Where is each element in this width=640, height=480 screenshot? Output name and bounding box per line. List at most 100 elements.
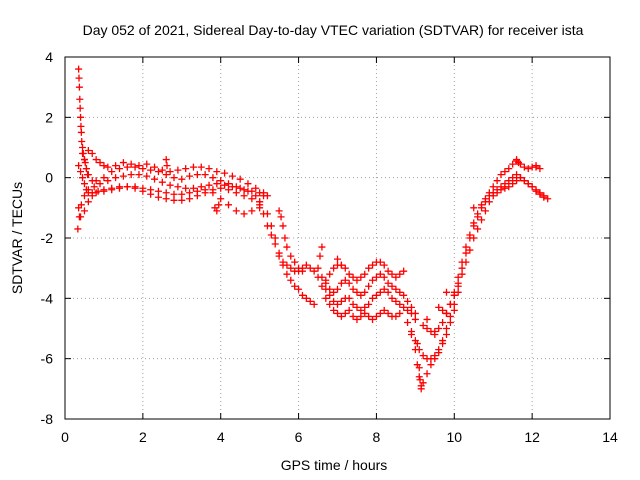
data-point xyxy=(189,184,197,192)
data-point xyxy=(439,337,447,345)
data-point xyxy=(345,294,353,302)
data-point xyxy=(407,309,415,317)
data-point xyxy=(283,270,291,278)
data-point xyxy=(221,181,229,189)
data-point xyxy=(372,273,380,281)
data-point xyxy=(349,300,357,308)
data-point xyxy=(244,180,252,188)
x-tick-label: 6 xyxy=(295,429,303,445)
data-point xyxy=(334,309,341,317)
data-point xyxy=(376,288,384,296)
data-point xyxy=(217,177,225,185)
data-point xyxy=(189,163,197,171)
data-point xyxy=(415,373,423,381)
data-point xyxy=(100,187,108,195)
data-point xyxy=(513,177,521,185)
data-point xyxy=(413,340,421,348)
data-point xyxy=(100,162,108,170)
x-axis-label: GPS time / hours xyxy=(281,457,388,473)
data-point xyxy=(279,261,287,269)
data-point xyxy=(505,183,513,191)
data-point xyxy=(127,171,135,179)
data-point xyxy=(365,264,373,272)
data-point xyxy=(528,183,536,191)
data-point xyxy=(240,210,248,218)
data-point xyxy=(345,270,353,278)
data-point xyxy=(524,180,532,188)
data-point xyxy=(186,189,194,197)
data-point xyxy=(417,385,425,393)
data-point xyxy=(337,261,345,269)
data-point xyxy=(369,276,377,284)
data-point xyxy=(84,198,92,206)
data-point xyxy=(369,315,377,323)
data-point xyxy=(361,309,369,317)
data-point xyxy=(404,318,412,326)
data-point xyxy=(532,162,540,170)
data-point xyxy=(80,207,88,215)
data-point xyxy=(353,303,361,311)
data-point xyxy=(267,231,275,239)
data-point xyxy=(419,379,427,387)
data-point xyxy=(81,159,89,167)
data-point xyxy=(92,177,100,185)
series-track-8 xyxy=(275,207,306,275)
data-point xyxy=(182,165,190,173)
data-point xyxy=(75,65,83,73)
data-point xyxy=(75,162,83,170)
data-point xyxy=(423,370,431,378)
data-point xyxy=(119,159,127,167)
data-point xyxy=(79,174,87,182)
data-point xyxy=(345,279,353,287)
data-point xyxy=(209,189,217,197)
data-point xyxy=(154,187,162,195)
data-point xyxy=(388,294,396,302)
data-point xyxy=(357,312,365,320)
data-point xyxy=(337,312,345,320)
data-point xyxy=(248,195,256,203)
data-point xyxy=(306,264,314,272)
data-point xyxy=(232,207,240,215)
data-point xyxy=(419,352,427,360)
data-point xyxy=(443,325,450,332)
data-point xyxy=(520,177,528,185)
data-point xyxy=(318,243,326,251)
data-point xyxy=(213,207,221,215)
data-point xyxy=(540,193,548,201)
data-point xyxy=(400,291,408,299)
data-point xyxy=(252,192,260,200)
data-point xyxy=(158,178,166,186)
data-point xyxy=(74,225,82,233)
data-point xyxy=(80,192,88,200)
data-point xyxy=(178,196,186,204)
data-point xyxy=(77,113,85,121)
data-point xyxy=(225,201,232,209)
data-point xyxy=(392,273,400,281)
data-point xyxy=(170,174,178,182)
data-point xyxy=(454,282,462,290)
data-point xyxy=(330,288,338,296)
data-point xyxy=(209,174,217,182)
data-point xyxy=(228,172,236,180)
data-point xyxy=(501,168,509,176)
data-point xyxy=(365,312,373,320)
data-point xyxy=(435,325,443,332)
data-point xyxy=(489,192,497,200)
data-point xyxy=(509,160,517,168)
data-point xyxy=(330,264,338,272)
data-point xyxy=(310,300,318,308)
data-point xyxy=(271,234,279,242)
data-point xyxy=(416,376,424,384)
data-point xyxy=(485,189,493,197)
x-tick-label: 2 xyxy=(139,429,147,445)
data-point xyxy=(104,177,112,185)
data-point xyxy=(279,222,287,230)
data-point xyxy=(316,252,324,260)
series-track-17 xyxy=(446,174,548,308)
data-point xyxy=(478,201,486,209)
data-point xyxy=(365,300,373,308)
series-track-9 xyxy=(318,258,408,290)
data-point xyxy=(431,331,439,339)
data-point xyxy=(474,210,482,218)
